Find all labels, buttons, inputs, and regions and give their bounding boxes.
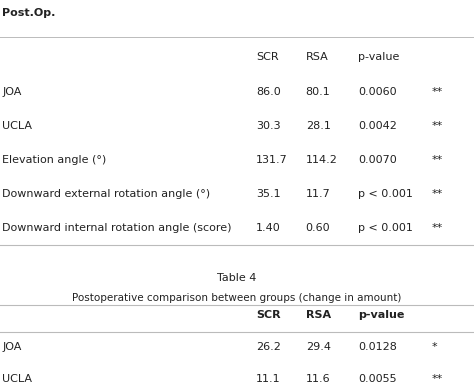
Text: 0.0070: 0.0070 [358, 155, 397, 165]
Text: p < 0.001: p < 0.001 [358, 189, 413, 199]
Text: 35.1: 35.1 [256, 189, 281, 199]
Text: Elevation angle (°): Elevation angle (°) [2, 155, 107, 165]
Text: 0.0128: 0.0128 [358, 342, 397, 352]
Text: 86.0: 86.0 [256, 87, 281, 97]
Text: 30.3: 30.3 [256, 121, 281, 131]
Text: p-value: p-value [358, 52, 399, 62]
Text: 0.0042: 0.0042 [358, 121, 397, 131]
Text: 1.40: 1.40 [256, 223, 281, 233]
Text: 80.1: 80.1 [306, 87, 330, 97]
Text: SCR: SCR [256, 52, 279, 62]
Text: Downward internal rotation angle (score): Downward internal rotation angle (score) [2, 223, 232, 233]
Text: RSA: RSA [306, 52, 328, 62]
Text: **: ** [431, 223, 443, 233]
Text: 131.7: 131.7 [256, 155, 288, 165]
Text: Table 4: Table 4 [217, 273, 257, 283]
Text: JOA: JOA [2, 87, 22, 97]
Text: 0.0055: 0.0055 [358, 374, 396, 384]
Text: 28.1: 28.1 [306, 121, 330, 131]
Text: p < 0.001: p < 0.001 [358, 223, 413, 233]
Text: 29.4: 29.4 [306, 342, 331, 352]
Text: **: ** [431, 155, 443, 165]
Text: UCLA: UCLA [2, 374, 32, 384]
Text: UCLA: UCLA [2, 121, 32, 131]
Text: SCR: SCR [256, 310, 281, 320]
Text: 0.0060: 0.0060 [358, 87, 396, 97]
Text: JOA: JOA [2, 342, 22, 352]
Text: **: ** [431, 121, 443, 131]
Text: **: ** [431, 189, 443, 199]
Text: **: ** [431, 87, 443, 97]
Text: Postoperative comparison between groups (change in amount): Postoperative comparison between groups … [73, 293, 401, 303]
Text: Post.Op.: Post.Op. [2, 8, 56, 18]
Text: p-value: p-value [358, 310, 404, 320]
Text: *: * [431, 342, 437, 352]
Text: 11.7: 11.7 [306, 189, 330, 199]
Text: RSA: RSA [306, 310, 331, 320]
Text: **: ** [431, 374, 443, 384]
Text: 11.1: 11.1 [256, 374, 281, 384]
Text: 26.2: 26.2 [256, 342, 281, 352]
Text: 11.6: 11.6 [306, 374, 330, 384]
Text: 0.60: 0.60 [306, 223, 330, 233]
Text: Downward external rotation angle (°): Downward external rotation angle (°) [2, 189, 210, 199]
Text: 114.2: 114.2 [306, 155, 337, 165]
